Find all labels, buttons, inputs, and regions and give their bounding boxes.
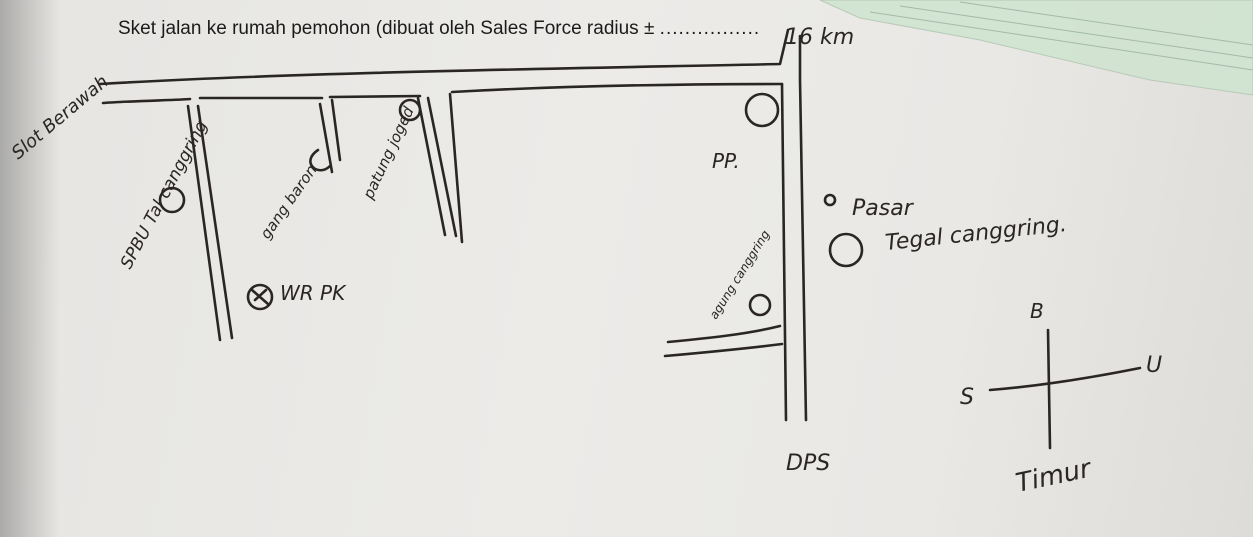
agung-marker [748,293,772,317]
side-street-3 [416,96,447,237]
side-street-2 [318,102,334,174]
compass-vertical [1046,328,1052,450]
pasar-label: Pasar [852,196,915,221]
dps-label: DPS [786,451,830,476]
main-road-bottom-line [101,97,192,105]
pp-marker [744,92,780,128]
left-road-label: Slot Berawah [8,71,113,164]
dps-road-right [798,34,808,422]
side-street-1 [186,104,222,342]
dps-road-left [780,82,788,422]
compass-timur-label: Timur [1013,453,1095,499]
branch-road-bottom [663,342,784,358]
km-label: 16 km [785,25,854,50]
compass-u-label: U [1146,353,1162,378]
agung-label: agung canggring [707,227,773,321]
patung-marker [398,98,422,122]
page-shadow [0,0,60,537]
pasar-marker [828,232,864,268]
spbu-marker [158,186,186,214]
header-text: Sket jalan ke rumah pemohon (dibuat oleh… [118,18,655,39]
wr-pk-label: WR PK [280,281,347,305]
compass-horizontal [988,366,1142,392]
compass-b-label: B [1030,299,1044,323]
compass-s-label: S [960,385,974,410]
spbu-label: SPBU Tal canggring [117,117,212,272]
side-street-4 [448,92,464,244]
sketch-header: Sket jalan ke rumah pemohon (dibuat oleh… [118,18,760,40]
pasar-marker-small [823,193,837,207]
gang-label: gang baron [257,161,321,242]
header-dots: ................ [659,18,761,39]
patung-label: patung joged [359,103,418,202]
main-road-top-line [98,28,790,86]
wr-marker [246,283,274,311]
pp-label: PP. [712,149,740,173]
branch-road-top [666,324,782,344]
